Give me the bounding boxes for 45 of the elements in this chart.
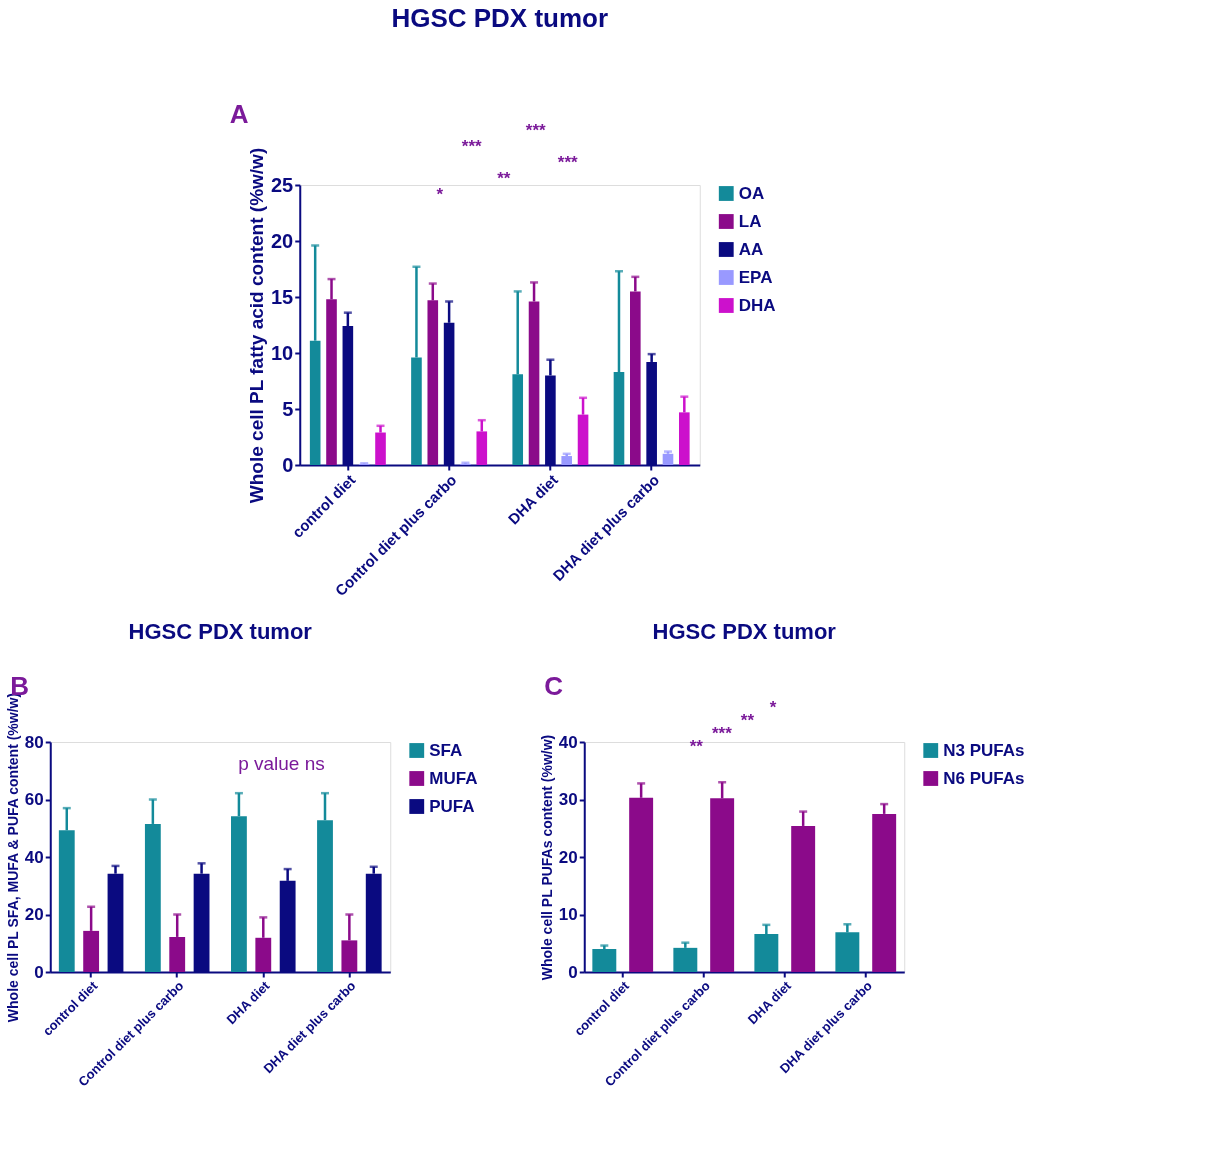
annotation: ** (497, 169, 511, 188)
y-tick-label: 25 (271, 173, 294, 196)
y-tick-label: 40 (558, 732, 578, 752)
y-tick-label: 15 (271, 285, 294, 308)
text: C (544, 671, 564, 701)
y-tick-label: 5 (282, 397, 294, 420)
legend-label: N3 PUFAs (943, 740, 1025, 760)
text: A (229, 99, 249, 129)
y-axis-title: Whole cell PL PUFAs content (%w/w) (538, 734, 555, 981)
legend-label: LA (738, 211, 762, 231)
text: *** (461, 137, 483, 156)
legend-label: DHA (738, 295, 776, 315)
annotation: p value ns (238, 753, 325, 774)
text: ** (740, 711, 755, 730)
legend-label: SFA (429, 740, 463, 760)
y-tick-label: 20 (271, 229, 294, 252)
y-tick-label: 60 (24, 790, 44, 809)
y-tick-label: 80 (24, 732, 44, 752)
y-tick-label: 20 (558, 847, 578, 867)
y-tick-label: 40 (24, 847, 44, 867)
y-tick-label: 0 (568, 962, 578, 982)
annotation: * (436, 185, 444, 204)
annotation: ** (689, 737, 704, 756)
y-tick-label: 10 (271, 341, 294, 364)
annotation: *** (711, 724, 733, 743)
legend-label: N6 PUFAs (943, 768, 1025, 788)
y-tick-label: 20 (24, 905, 44, 924)
chart-title: HGSC PDX tumor (128, 619, 313, 644)
legend-label: OA (738, 183, 765, 203)
y-axis-title: Whole cell PL SFA, MUFA & PUFA content (%w/w) (4, 692, 21, 1023)
legend-label: AA (738, 239, 764, 259)
chart-title: HGSC PDX tumor (391, 3, 609, 33)
legend-label: PUFA (429, 796, 475, 816)
y-tick-label: 10 (558, 905, 578, 924)
bar (673, 947, 698, 972)
legend-label: EPA (738, 267, 773, 287)
y-tick-label: 0 (282, 453, 294, 476)
text: *** (557, 153, 579, 172)
text: *** (525, 121, 547, 140)
y-tick-label: 0 (34, 962, 44, 982)
y-tick-label: 30 (558, 790, 578, 809)
chart-title: HGSC PDX tumor (652, 619, 837, 644)
legend-label: MUFA (429, 768, 478, 788)
text: * (769, 698, 777, 717)
y-axis-title: Whole cell PL fatty acid content (%w/w) (246, 147, 267, 504)
